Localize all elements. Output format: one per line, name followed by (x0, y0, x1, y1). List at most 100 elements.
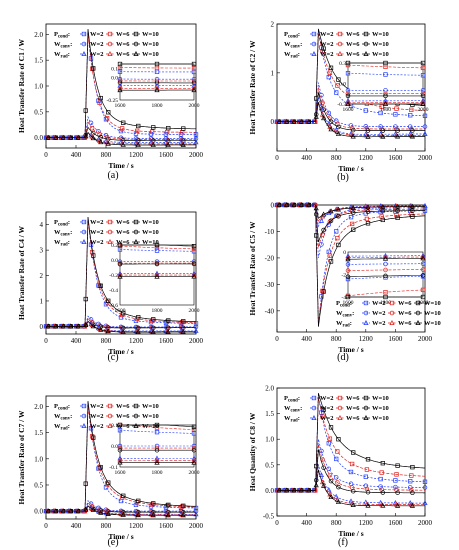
legend-swatch-marker (337, 395, 343, 401)
series-marker (103, 326, 109, 332)
series-marker (97, 100, 102, 106)
series-marker (395, 133, 401, 139)
series-marker (395, 490, 400, 495)
series-marker (75, 508, 81, 514)
legend-colon: : (300, 405, 302, 412)
series-marker (350, 210, 356, 215)
legend-row-label: Pcond: (284, 395, 300, 404)
legend-row-sub: conv (291, 45, 301, 50)
inset-series-marker (420, 93, 426, 99)
legend-entry-label: W=2 (320, 415, 333, 422)
inset-y-tick-label: 0.0 (111, 444, 118, 450)
x-tick-label: 2000 (189, 151, 204, 159)
series-line (277, 204, 425, 219)
series-marker (326, 74, 331, 80)
series-marker (393, 124, 398, 129)
plot-frame (45, 211, 197, 335)
legend-entry-label: W=6 (398, 310, 412, 317)
series-marker (380, 461, 385, 466)
inset-series-marker (420, 255, 426, 261)
series-marker (321, 211, 327, 217)
y-tick-label: 3 (40, 247, 44, 255)
series-marker (335, 480, 340, 485)
legend-colon: : (68, 219, 70, 226)
series-marker (83, 481, 88, 486)
series-marker (327, 472, 333, 478)
series-marker (349, 204, 355, 210)
inset-series-line (119, 249, 195, 252)
series-marker (163, 328, 169, 333)
series-marker (83, 133, 89, 139)
legend-row-sub: cond (58, 35, 68, 40)
legend-entry-label: W=10 (142, 31, 159, 38)
series-marker (180, 512, 186, 518)
series-marker (181, 319, 186, 324)
legend-entry-label: W=6 (116, 41, 130, 48)
legend-entry-label: W=2 (90, 413, 103, 420)
legend-row-label: Pcond: (54, 219, 70, 228)
series-marker (98, 95, 103, 101)
inset-series-marker (420, 60, 426, 66)
legend-row-label: Wconv: (54, 41, 72, 50)
series-marker (91, 66, 96, 71)
inset-x-tick-label: 1800 (152, 470, 163, 476)
series-marker (150, 142, 156, 147)
series-marker (45, 134, 51, 140)
inset-x-tick-label: 1800 (380, 300, 391, 306)
series-marker (133, 502, 139, 508)
legend-swatch-marker (81, 423, 87, 428)
series-line (46, 131, 196, 146)
legend-colon: : (350, 320, 352, 327)
series-marker (164, 503, 170, 508)
legend-row-sub: cond (288, 35, 298, 40)
series-marker (106, 110, 111, 115)
x-tick-label: 0 (275, 335, 279, 343)
x-tick-label: 1600 (159, 337, 174, 345)
legend-colon: : (68, 239, 70, 246)
legend-swatch-marker (389, 320, 395, 325)
x-tick-label: 800 (331, 154, 342, 162)
legend-swatch-marker (337, 405, 343, 411)
legend-entry-label: W=10 (142, 219, 159, 226)
inset-series-marker (383, 72, 388, 77)
legend-swatch-marker (133, 219, 139, 225)
series-marker (320, 100, 325, 106)
inset-series-marker (154, 87, 160, 93)
inset-series-marker (191, 273, 197, 279)
series-marker (136, 498, 141, 504)
legend-swatch-marker (107, 219, 113, 225)
y-tick-label: 0 (40, 323, 44, 331)
legend-swatch-marker (81, 51, 87, 56)
series-marker (103, 485, 109, 490)
series-marker (335, 121, 340, 127)
legend-swatch-marker (107, 239, 113, 244)
series-marker (351, 227, 356, 232)
series-marker (327, 436, 333, 441)
inset-series-marker (191, 457, 197, 463)
legend-entry-label: W=6 (398, 320, 412, 327)
y-tick-label: 1.5 (34, 57, 43, 65)
series-marker (394, 487, 399, 493)
inset-plot: 1600 1800 2000 -0.3 0.0 0.3 (337, 60, 429, 113)
inset-y-tick-label: 0.3 (339, 61, 346, 67)
series-marker (179, 511, 185, 517)
series-marker (298, 118, 304, 124)
series-marker (134, 328, 140, 334)
x-axis-label: Time / s (338, 529, 363, 538)
series-marker (164, 511, 170, 517)
legend: Pcond: W=2 W=6 W=10 Wconv: W=2 W=6 W=10 Wrad: W=2… (284, 31, 389, 60)
series-marker (90, 135, 96, 141)
inset-series-marker (383, 275, 388, 280)
inset-x-tick-label: 1600 (343, 107, 354, 113)
series-marker (348, 123, 354, 128)
series-marker (53, 323, 59, 329)
chart-panel-2: 0 400 800 1200 1600 2000 0 1 2 Time / s Heat Trans… (248, 21, 433, 184)
legend: Pcond: W=2 W=6 W=10 Wconv: W=2 W=6 W=10 Wrad: W=2… (54, 403, 159, 432)
legend-entry-label: W=6 (116, 413, 130, 420)
series-marker (319, 410, 324, 415)
x-tick-label: 0 (275, 154, 279, 162)
series-marker (363, 474, 368, 479)
series-marker (119, 511, 125, 517)
series-marker (380, 128, 386, 133)
series-marker (163, 320, 169, 325)
